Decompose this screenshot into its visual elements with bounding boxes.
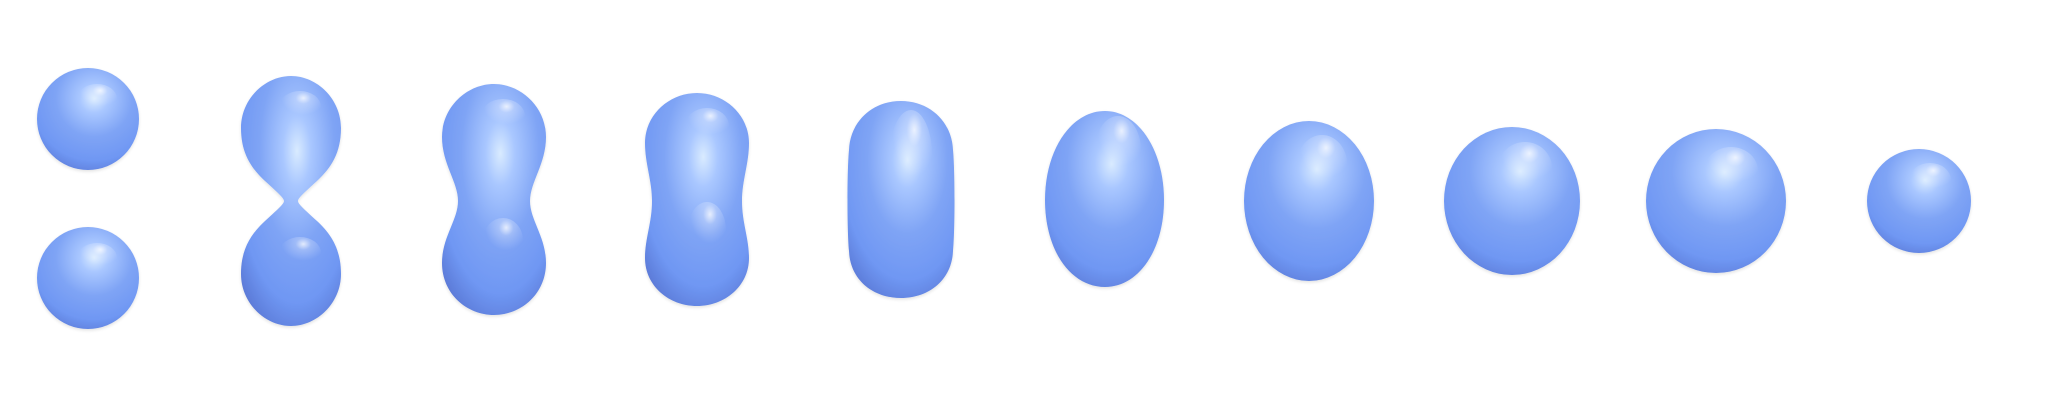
blob-pinched-neck: [241, 76, 341, 326]
blob-near-sphere: [1646, 129, 1786, 273]
blob-capsule: [847, 101, 955, 298]
blob-peanut-neck: [442, 84, 546, 315]
blob-ellipsoid: [1244, 121, 1374, 281]
blob-small-sphere: [1867, 149, 1971, 253]
blob-two-separate-spheres: [37, 68, 139, 329]
blob-tall-ellipsoid: [1045, 111, 1164, 287]
blob-waisted-capsule: [645, 93, 749, 306]
blob-rounded-ellipsoid: [1444, 127, 1580, 275]
